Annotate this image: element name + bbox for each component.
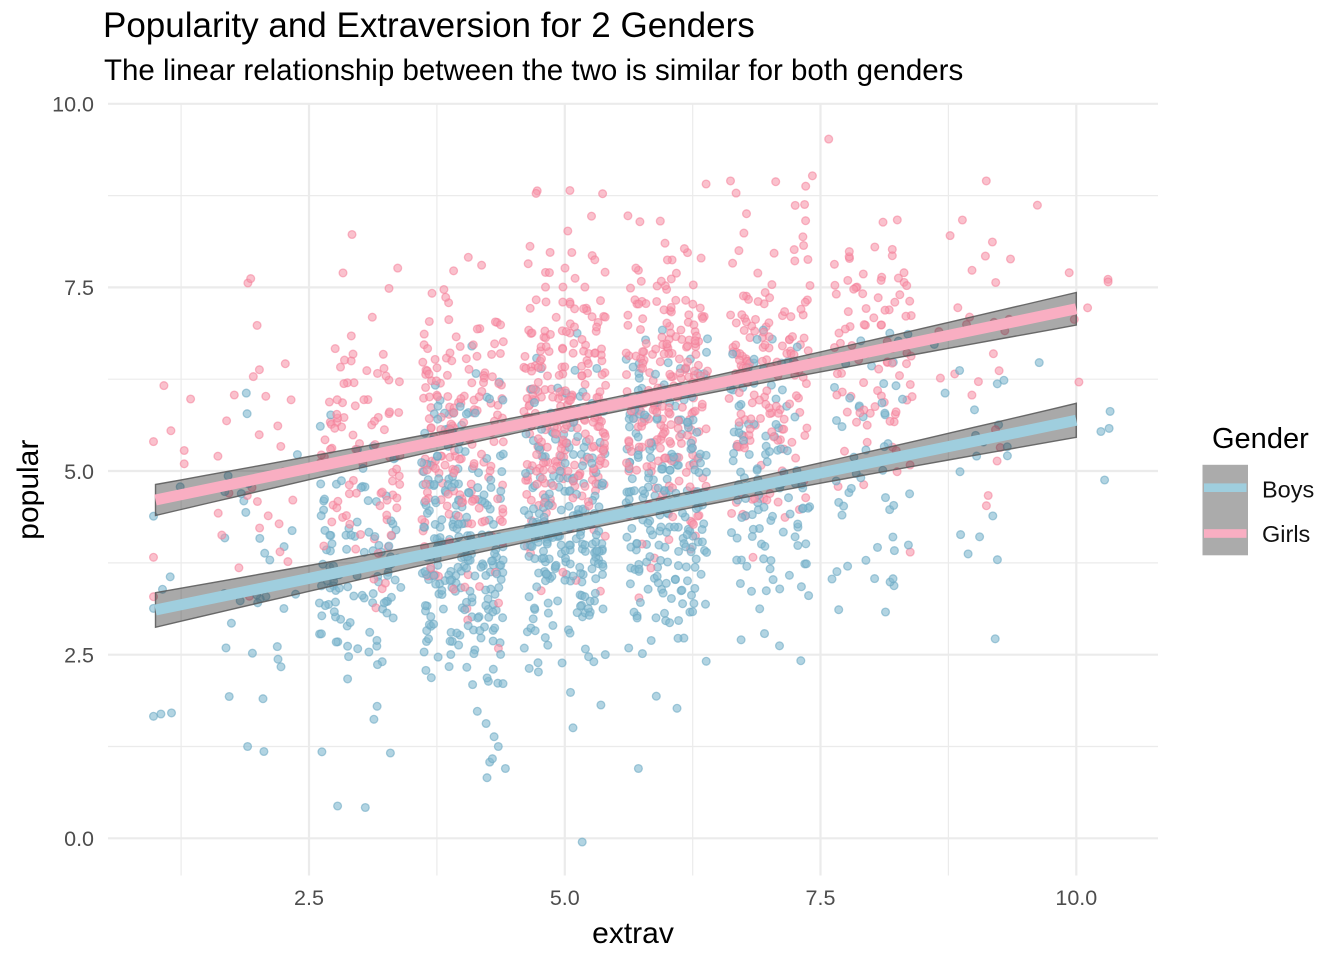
svg-text:extrav: extrav (592, 917, 674, 950)
svg-text:5.0: 5.0 (550, 886, 580, 910)
svg-text:Girls: Girls (1262, 521, 1310, 547)
svg-text:Popularity and Extraversion fo: Popularity and Extraversion for 2 Gender… (103, 6, 755, 45)
svg-text:The linear relationship betwee: The linear relationship between the two … (104, 54, 963, 87)
svg-text:0.0: 0.0 (64, 827, 94, 851)
svg-text:Boys: Boys (1262, 476, 1314, 502)
svg-text:7.5: 7.5 (806, 886, 836, 910)
svg-text:10.0: 10.0 (1055, 886, 1097, 910)
svg-text:7.5: 7.5 (64, 276, 94, 300)
svg-text:2.5: 2.5 (294, 886, 324, 910)
svg-text:popular: popular (12, 440, 45, 540)
svg-text:Gender: Gender (1212, 423, 1309, 455)
svg-text:10.0: 10.0 (52, 93, 94, 117)
svg-text:2.5: 2.5 (64, 644, 94, 668)
svg-text:5.0: 5.0 (64, 460, 94, 484)
